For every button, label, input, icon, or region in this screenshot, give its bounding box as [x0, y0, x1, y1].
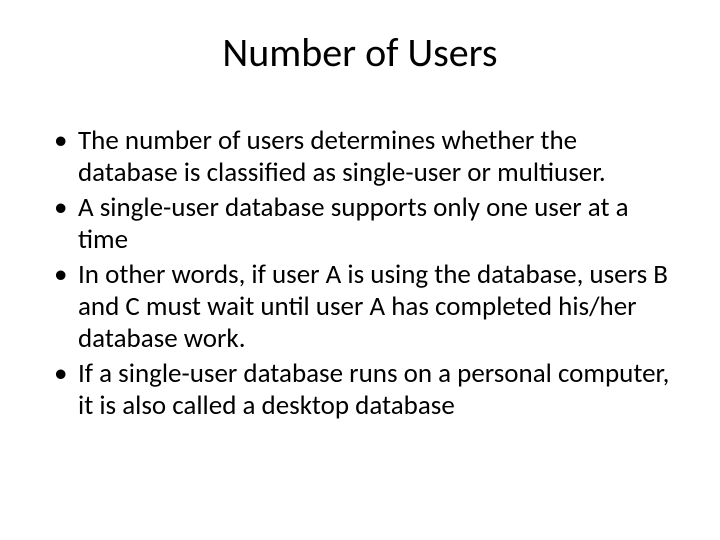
bullet-item: In other words, if user A is using the d…: [52, 259, 680, 356]
bullet-list: The number of users determines whether t…: [52, 125, 680, 423]
slide-title: Number of Users: [40, 28, 680, 77]
slide-content: The number of users determines whether t…: [40, 125, 680, 423]
bullet-item: If a single-user database runs on a pers…: [52, 358, 680, 423]
bullet-item: A single-user database supports only one…: [52, 192, 680, 257]
slide-container: Number of Users The number of users dete…: [0, 0, 720, 540]
bullet-item: The number of users determines whether t…: [52, 125, 680, 190]
